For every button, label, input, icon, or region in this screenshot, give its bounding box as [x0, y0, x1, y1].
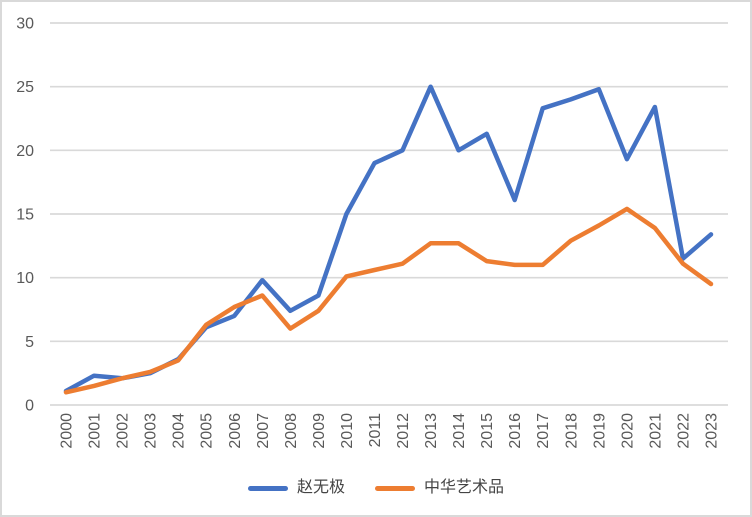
x-axis-tick-label: 2010	[339, 413, 356, 449]
legend-line-swatch-blue	[247, 485, 288, 491]
x-axis-tick-label: 2002	[115, 413, 132, 449]
x-axis-tick-label: 2001	[87, 413, 104, 449]
legend-item-zao-wou-ki[interactable]: 赵无极	[247, 479, 345, 496]
y-axis-tick-label: 15	[16, 207, 34, 224]
x-axis-tick-label: 2018	[563, 413, 580, 449]
x-axis-tick-label: 2006	[227, 413, 244, 449]
y-axis-tick-label: 0	[25, 398, 34, 415]
x-axis-tick-label: 2012	[395, 413, 412, 449]
x-axis-tick-label: 2007	[255, 413, 272, 449]
x-axis-tick-label: 2021	[647, 413, 664, 449]
y-axis-tick-label: 25	[16, 79, 34, 96]
x-axis-tick-label: 2016	[507, 413, 524, 449]
legend-line-swatch-orange	[375, 485, 415, 491]
legend: 赵无极 中华艺术品	[2, 476, 750, 500]
x-axis-tick-label: 2009	[311, 413, 328, 449]
x-axis-tick-label: 2019	[591, 413, 608, 449]
legend-item-chinese-art[interactable]: 中华艺术品	[375, 480, 504, 496]
x-axis-tick-label: 2015	[479, 413, 496, 449]
x-axis-tick-label: 2013	[423, 413, 440, 449]
x-axis-tick-label: 2011	[367, 413, 384, 448]
y-axis-tick-label: 20	[16, 143, 34, 160]
x-axis-tick-label: 2004	[171, 413, 188, 449]
series-line-chinese-art[interactable]	[63, 206, 714, 395]
y-axis-tick-label: 5	[25, 334, 34, 351]
x-axis-tick-label: 2023	[704, 413, 721, 449]
legend-label-chinese-art: 中华艺术品	[424, 479, 505, 496]
x-axis-tick-label: 2022	[675, 413, 692, 449]
series-line-zao-wou-ki[interactable]	[63, 84, 714, 394]
x-axis-tick-label: 2014	[451, 413, 468, 449]
x-axis-tick-label: 2005	[199, 413, 216, 449]
x-axis-tick-label: 2008	[283, 413, 300, 449]
y-axis-tick-label: 30	[16, 16, 34, 33]
x-axis-tick-label: 2017	[535, 413, 552, 449]
legend-label-zao-wou-ki: 赵无极	[296, 479, 345, 496]
y-axis-tick-label: 10	[16, 270, 34, 287]
x-axis-tick-label: 2020	[619, 413, 636, 449]
x-axis-tick-label: 2000	[59, 413, 76, 449]
x-axis-tick-label: 2003	[143, 413, 160, 449]
